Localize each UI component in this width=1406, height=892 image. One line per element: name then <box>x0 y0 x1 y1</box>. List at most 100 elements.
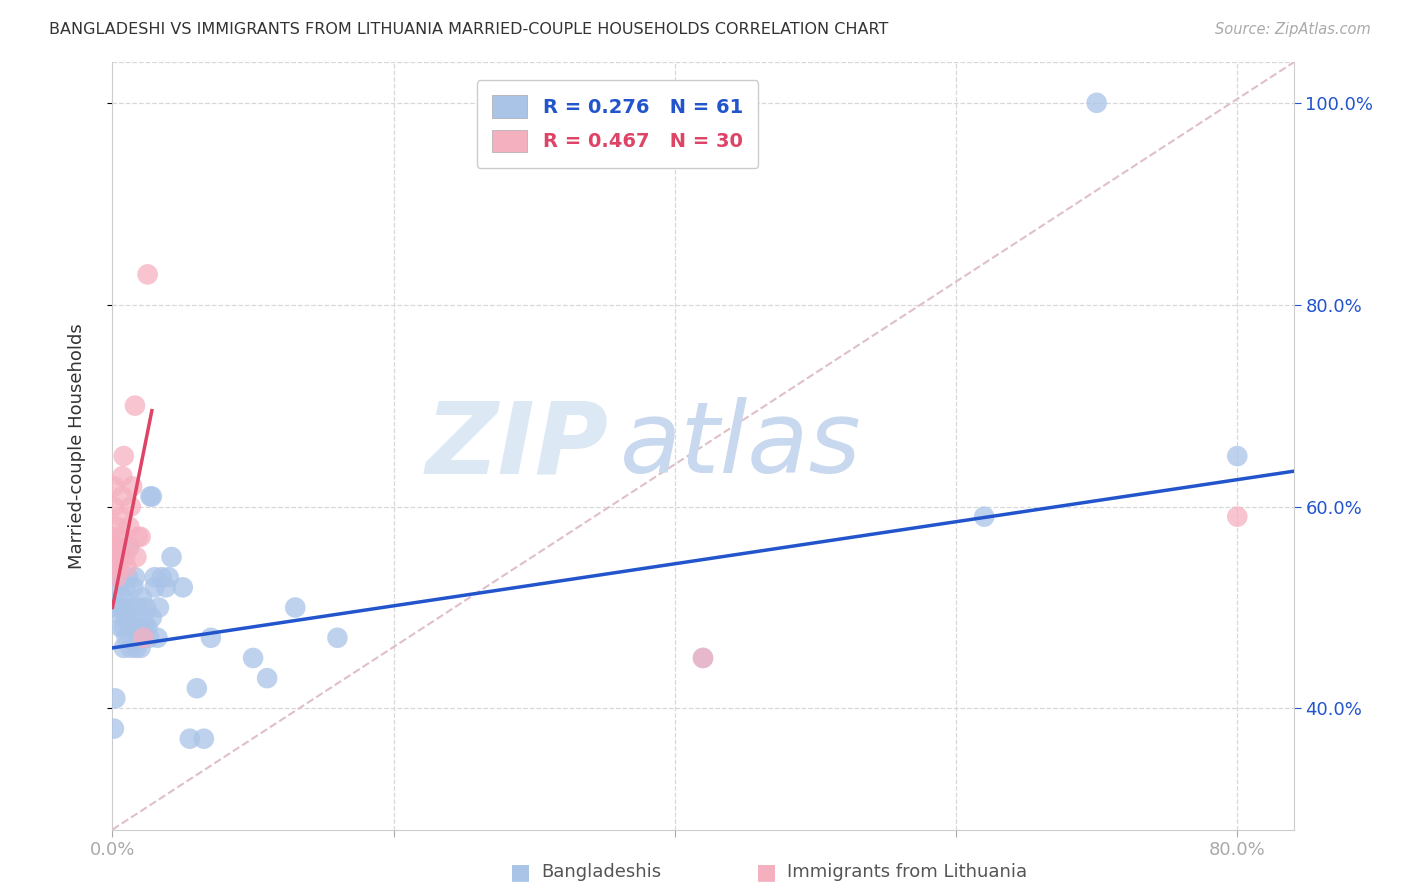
Point <box>118 520 141 534</box>
Point <box>114 600 136 615</box>
Point <box>124 570 146 584</box>
Point <box>122 621 145 635</box>
Point <box>186 681 208 696</box>
Point <box>125 640 148 655</box>
Point <box>104 540 127 554</box>
Point <box>125 549 148 564</box>
Point <box>148 600 170 615</box>
Point <box>115 610 138 624</box>
Point <box>107 580 129 594</box>
Point <box>1226 449 1249 463</box>
Point <box>122 580 145 594</box>
Text: atlas: atlas <box>620 398 862 494</box>
Point <box>110 600 132 615</box>
Point <box>110 509 132 524</box>
Point <box>139 490 162 504</box>
Point <box>105 570 128 584</box>
Point <box>193 731 215 746</box>
Point <box>115 560 138 574</box>
Text: ZIP: ZIP <box>426 398 609 494</box>
Point <box>127 621 149 635</box>
Point <box>114 549 136 564</box>
Point <box>128 631 150 645</box>
Point <box>108 530 131 544</box>
Point <box>120 640 142 655</box>
Text: Bangladeshis: Bangladeshis <box>541 863 661 881</box>
Point <box>172 580 194 594</box>
Point <box>103 500 125 514</box>
Point <box>114 580 136 594</box>
Point <box>132 631 155 645</box>
Point <box>129 530 152 544</box>
Point <box>138 631 160 645</box>
Text: ■: ■ <box>756 863 776 882</box>
Point <box>200 631 222 645</box>
Point <box>1226 509 1249 524</box>
Point <box>132 610 155 624</box>
Point <box>118 540 141 554</box>
Point <box>143 580 166 594</box>
Point <box>121 479 143 493</box>
Point <box>157 570 180 584</box>
Point <box>135 600 157 615</box>
Point <box>112 621 135 635</box>
Point <box>141 490 163 504</box>
Point <box>105 600 128 615</box>
Point <box>129 640 152 655</box>
Legend: R = 0.276   N = 61, R = 0.467   N = 30: R = 0.276 N = 61, R = 0.467 N = 30 <box>477 79 758 168</box>
Point <box>105 549 128 564</box>
Point <box>110 621 132 635</box>
Text: Source: ZipAtlas.com: Source: ZipAtlas.com <box>1215 22 1371 37</box>
Point <box>103 722 125 736</box>
Point <box>111 490 134 504</box>
Point <box>121 600 143 615</box>
Point <box>107 540 129 554</box>
Point <box>127 600 149 615</box>
Point <box>132 631 155 645</box>
Point <box>103 530 125 544</box>
Point <box>136 268 159 282</box>
Point <box>112 449 135 463</box>
Text: ■: ■ <box>510 863 530 882</box>
Point <box>118 621 141 635</box>
Text: Immigrants from Lithuania: Immigrants from Lithuania <box>787 863 1028 881</box>
Point <box>129 621 152 635</box>
Point <box>103 479 125 493</box>
Point <box>136 621 159 635</box>
Point <box>105 520 128 534</box>
Point <box>692 651 714 665</box>
Point <box>112 640 135 655</box>
Point <box>284 600 307 615</box>
Point <box>111 469 134 483</box>
Point <box>104 560 127 574</box>
Point <box>256 671 278 685</box>
Point <box>692 651 714 665</box>
Point <box>117 570 139 584</box>
Point <box>108 570 131 584</box>
Y-axis label: Married-couple Households: Married-couple Households <box>67 323 86 569</box>
Point <box>127 530 149 544</box>
Point <box>160 549 183 564</box>
Point <box>973 509 995 524</box>
Point <box>107 560 129 574</box>
Point <box>111 591 134 605</box>
Point <box>143 570 166 584</box>
Point <box>242 651 264 665</box>
Point <box>146 631 169 645</box>
Point <box>120 500 142 514</box>
Point <box>134 621 156 635</box>
Point <box>179 731 201 746</box>
Point <box>104 691 127 706</box>
Point <box>115 631 138 645</box>
Point <box>108 549 131 564</box>
Point <box>111 610 134 624</box>
Point <box>117 540 139 554</box>
Point <box>124 399 146 413</box>
Point <box>155 580 177 594</box>
Point <box>108 549 131 564</box>
Point <box>141 610 163 624</box>
Point <box>131 591 153 605</box>
Text: BANGLADESHI VS IMMIGRANTS FROM LITHUANIA MARRIED-COUPLE HOUSEHOLDS CORRELATION C: BANGLADESHI VS IMMIGRANTS FROM LITHUANIA… <box>49 22 889 37</box>
Point <box>326 631 349 645</box>
Point <box>1085 95 1108 110</box>
